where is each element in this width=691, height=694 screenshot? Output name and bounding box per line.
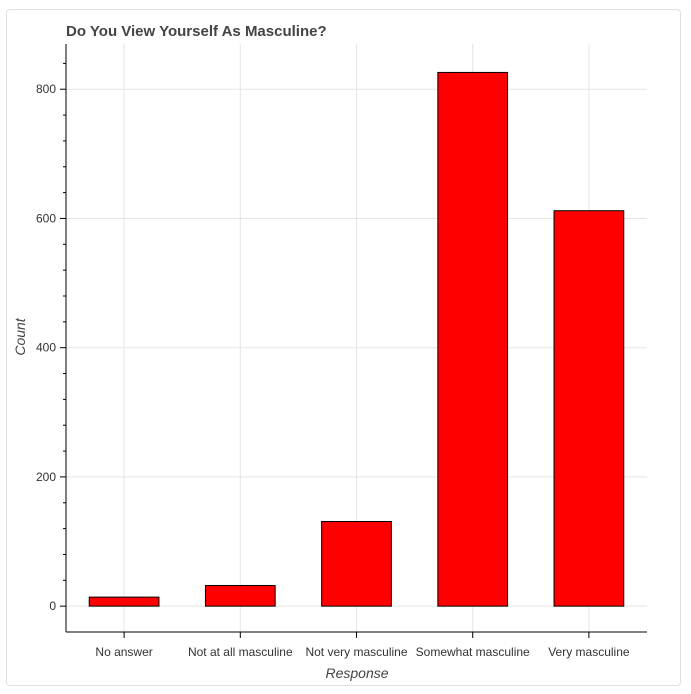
bars: [88, 71, 625, 607]
x-tick-label: Very masculine: [548, 645, 630, 659]
x-tick-label: Somewhat masculine: [416, 645, 530, 659]
x-tick-label: Not very masculine: [305, 645, 407, 659]
x-tick-label: No answer: [95, 645, 152, 659]
bar-very-masculine: [553, 210, 625, 607]
chart-title: Do You View Yourself As Masculine?: [66, 23, 327, 40]
y-tick-label: 400: [36, 341, 56, 355]
y-axis-label: Count: [12, 317, 28, 355]
y-tick-label: 800: [36, 82, 56, 96]
y-tick-label: 200: [36, 470, 56, 484]
y-tick-label: 0: [49, 599, 56, 613]
x-tick-label: Not at all masculine: [188, 645, 293, 659]
axes: 0 200 400 600 800 No answer Not at all masculi…: [36, 44, 647, 659]
x-axis-label: Response: [325, 665, 388, 681]
y-tick-label: 600: [36, 211, 56, 225]
bar-not-very-masculine: [321, 521, 392, 607]
bar-not-at-all-masculine: [204, 584, 276, 607]
bar-no-answer: [88, 596, 160, 607]
bar-somewhat-masculine: [437, 71, 509, 607]
